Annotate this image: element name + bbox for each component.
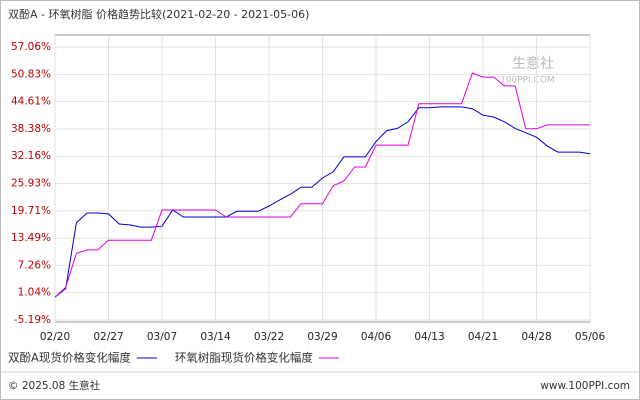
- series-line: [54, 106, 591, 298]
- x-tick-label: 04/28: [521, 331, 551, 343]
- x-tick-label: 03/29: [307, 331, 337, 343]
- footer-left: © 2025.08 生意社: [8, 379, 101, 392]
- x-tick-label: 02/20: [40, 331, 70, 343]
- series-line: [54, 72, 590, 298]
- x-tick-label: 04/06: [361, 331, 392, 343]
- chart-title: 双酚A - 环氧树脂 价格趋势比较(2021-02-20 - 2021-05-0…: [8, 7, 309, 21]
- x-tick-label: 04/21: [468, 331, 498, 343]
- x-tick-label: 03/14: [200, 331, 231, 343]
- x-tick-label: 03/22: [254, 331, 284, 343]
- y-tick-label: 38.38%: [11, 123, 51, 135]
- y-tick-label: 32.16%: [11, 150, 51, 162]
- y-tick-label: 50.83%: [11, 68, 51, 80]
- legend-label: 双酚A现货价格变化幅度: [8, 351, 131, 365]
- y-tick-label: 1.04%: [18, 287, 51, 299]
- y-tick-label: 57.06%: [11, 41, 51, 53]
- watermark: 生意社: [512, 55, 554, 72]
- y-tick-label: 7.26%: [18, 259, 51, 271]
- x-tick-label: 05/06: [575, 331, 606, 343]
- y-tick-label: 13.49%: [11, 232, 51, 244]
- y-tick-label: 19.71%: [11, 205, 51, 217]
- legend-label: 环氧树脂现货价格变化幅度: [175, 351, 313, 365]
- x-tick-label: 02/27: [93, 331, 123, 343]
- x-tick-label: 03/07: [147, 331, 177, 343]
- footer-right: www.100PPI.com: [540, 380, 630, 392]
- x-tick-label: 04/13: [414, 331, 444, 343]
- y-tick-label: 44.61%: [11, 96, 51, 108]
- y-tick-label: -5.19%: [14, 314, 51, 326]
- y-tick-label: 25.93%: [11, 178, 51, 190]
- watermark-url: 100PPI.COM: [500, 76, 555, 86]
